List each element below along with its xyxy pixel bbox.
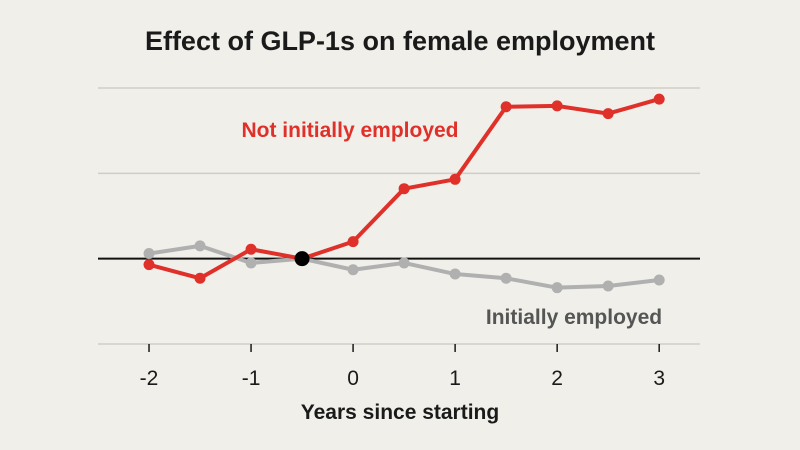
data-point <box>398 257 410 269</box>
data-point <box>602 280 614 292</box>
data-point <box>500 101 512 113</box>
reference-point <box>294 251 310 267</box>
x-tick-label: 2 <box>551 367 563 390</box>
data-point <box>347 236 359 248</box>
x-tick-label: 0 <box>347 367 359 390</box>
data-point <box>143 248 155 260</box>
data-point <box>194 272 206 284</box>
x-axis-ticks: -2 -1 0 1 2 3 <box>140 344 665 390</box>
x-axis-label: Years since starting <box>301 401 499 424</box>
data-point <box>245 243 257 255</box>
data-point <box>398 183 410 195</box>
data-point <box>551 100 563 112</box>
data-point <box>245 257 257 269</box>
data-point <box>653 274 665 286</box>
data-point <box>449 173 461 185</box>
series-label-initially-employed: Initially employed <box>486 306 662 329</box>
series-group <box>143 93 665 294</box>
gridlines <box>98 87 700 345</box>
data-point <box>653 93 665 105</box>
chart-title: Effect of GLP-1s on female employment <box>145 26 655 56</box>
data-point <box>500 272 512 284</box>
data-point <box>347 264 359 276</box>
data-point <box>449 268 461 280</box>
data-point <box>602 108 614 120</box>
x-tick-label: 3 <box>653 367 665 390</box>
data-point <box>194 240 206 252</box>
x-tick-label: -1 <box>242 367 261 390</box>
x-tick-label: -2 <box>140 367 159 390</box>
series-label-not-initially-employed: Not initially employed <box>241 119 458 142</box>
data-point <box>143 259 155 271</box>
x-tick-label: 1 <box>449 367 461 390</box>
data-point <box>551 282 563 294</box>
